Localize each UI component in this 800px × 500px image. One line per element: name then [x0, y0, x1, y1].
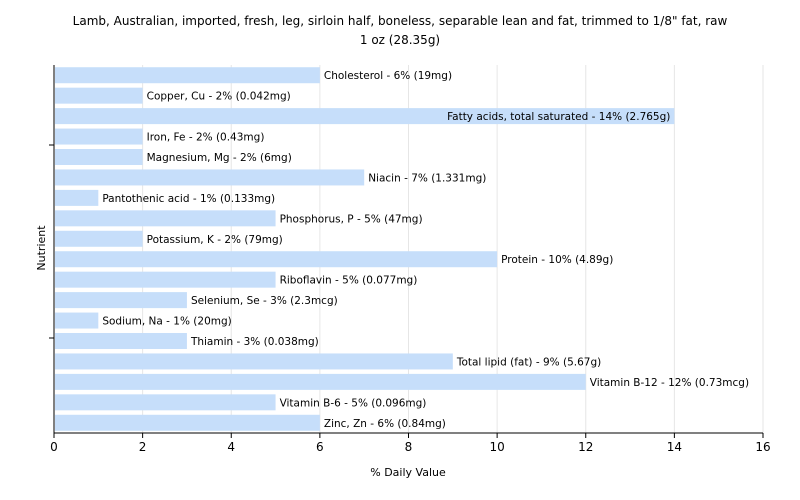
bar-label: Vitamin B-6 - 5% (0.096mg)	[280, 397, 427, 409]
x-tick-label: 14	[667, 440, 682, 454]
bar-label: Potassium, K - 2% (79mg)	[147, 234, 283, 246]
bar	[55, 312, 99, 329]
bar-label: Thiamin - 3% (0.038mg)	[190, 336, 319, 348]
bar-label: Vitamin B-12 - 12% (0.73mcg)	[590, 377, 749, 389]
x-tick-label: 4	[227, 440, 235, 454]
bar	[55, 67, 320, 84]
bar	[55, 271, 276, 288]
bar-label: Zinc, Zn - 6% (0.84mg)	[324, 418, 446, 430]
axes: 0 2 4 6 8 10 12 14 16	[49, 65, 771, 454]
bar-label: Fatty acids, total saturated - 14% (2.76…	[447, 111, 670, 123]
bar	[55, 353, 453, 370]
bar-label: Sodium, Na - 1% (20mg)	[102, 316, 231, 328]
bar	[55, 230, 143, 247]
bar-label: Protein - 10% (4.89g)	[501, 254, 613, 266]
bar-label: Magnesium, Mg - 2% (6mg)	[147, 152, 292, 164]
bar-label: Copper, Cu - 2% (0.042mg)	[147, 91, 291, 103]
bar	[55, 394, 276, 411]
bar	[55, 128, 143, 145]
bar-label: Total lipid (fat) - 9% (5.67g)	[456, 356, 601, 368]
bar-label: Cholesterol - 6% (19mg)	[324, 70, 452, 82]
x-tick-label: 16	[755, 440, 770, 454]
x-tick-label: 2	[139, 440, 147, 454]
bar	[55, 373, 586, 390]
bar	[55, 87, 143, 104]
bar-label: Iron, Fe - 2% (0.43mg)	[147, 132, 265, 144]
y-axis-title: Nutrient	[35, 225, 48, 271]
x-tick-label: 0	[50, 440, 58, 454]
bar	[55, 169, 365, 186]
gridlines	[142, 65, 764, 433]
x-tick-label: 10	[489, 440, 504, 454]
bar	[55, 414, 320, 431]
bar-label: Selenium, Se - 3% (2.3mcg)	[191, 295, 338, 307]
bar	[55, 108, 675, 125]
bar-label: Pantothenic acid - 1% (0.133mg)	[102, 193, 275, 205]
bar	[55, 210, 276, 227]
bar	[55, 292, 187, 309]
x-axis-title: % Daily Value	[370, 466, 446, 479]
bar	[55, 189, 99, 206]
bar-label: Phosphorus, P - 5% (47mg)	[280, 213, 423, 225]
bars: Cholesterol - 6% (19mg) Copper, Cu - 2% (…	[55, 67, 749, 431]
x-tick-label: 12	[578, 440, 593, 454]
bar	[55, 333, 187, 349]
chart-title: Lamb, Australian, imported, fresh, leg, …	[73, 14, 728, 28]
chart-subtitle: 1 oz (28.35g)	[360, 33, 440, 47]
bar-label: Niacin - 7% (1.331mg)	[368, 172, 486, 184]
bar-label: Riboflavin - 5% (0.077mg)	[280, 275, 418, 287]
bar	[55, 149, 143, 165]
x-tick-label: 6	[316, 440, 324, 454]
x-tick-label: 8	[405, 440, 413, 454]
bar	[55, 251, 498, 268]
